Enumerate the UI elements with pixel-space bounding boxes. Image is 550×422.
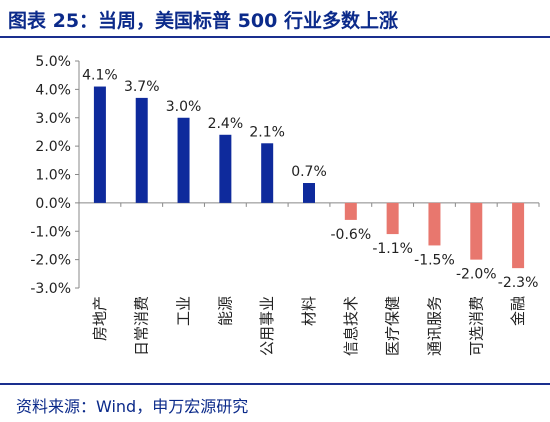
- y-tick-label: -3.0%: [30, 281, 71, 297]
- bar-chart: 5.0% 4.0% 3.0% 2.0% 1.0% 0.0% -1.0% -2.0% -3.0% 4…: [30, 54, 540, 356]
- data-label: 2.1%: [249, 124, 285, 140]
- x-tick-label: 可选消费: [467, 296, 485, 356]
- data-label: -1.1%: [372, 241, 413, 257]
- y-tick-label: 0.0%: [35, 196, 71, 212]
- y-tick-label: 2.0%: [35, 139, 71, 155]
- x-tick-label: 公用事业: [258, 296, 276, 356]
- x-tick-label: 信息技术: [342, 296, 360, 356]
- y-tick-label: 3.0%: [35, 111, 71, 127]
- x-tick-label: 金融: [509, 296, 527, 326]
- x-tick-label: 房地产: [91, 296, 109, 341]
- bar: [344, 202, 357, 220]
- bar: [512, 202, 525, 269]
- data-label: -0.6%: [331, 227, 372, 243]
- bar: [470, 202, 483, 260]
- x-tick-label: 日常消费: [133, 296, 151, 356]
- source-rule: [0, 383, 550, 385]
- x-tick-label: 材料: [300, 296, 318, 326]
- x-tick-label: 通讯服务: [425, 296, 443, 356]
- bar: [261, 143, 274, 203]
- bar: [135, 97, 148, 203]
- data-label: 2.4%: [208, 116, 244, 132]
- data-label: 3.7%: [124, 79, 160, 95]
- data-label: -2.0%: [456, 267, 497, 283]
- y-tick-label: -2.0%: [30, 253, 71, 269]
- x-tick-label: 工业: [175, 296, 193, 326]
- bar: [303, 183, 315, 203]
- y-tick-label: 5.0%: [35, 54, 71, 70]
- data-label: -2.3%: [498, 275, 539, 291]
- data-label: 0.7%: [291, 164, 327, 180]
- figure-title: 图表 25：当周，美国标普 500 行业多数上涨: [8, 10, 398, 32]
- data-label: 4.1%: [82, 68, 118, 84]
- data-label: -1.5%: [414, 252, 455, 268]
- bar: [177, 117, 190, 203]
- bar: [428, 202, 441, 246]
- y-tick-label: 1.0%: [35, 168, 71, 184]
- y-tick-label: -1.0%: [30, 224, 71, 240]
- x-tick-label: 能源: [216, 296, 234, 326]
- source-note: 资料来源：Wind，申万宏源研究: [16, 397, 249, 416]
- bar: [93, 86, 106, 203]
- bar: [219, 134, 232, 203]
- title-rule: [0, 36, 550, 38]
- x-tick-label: 医疗保健: [384, 296, 402, 356]
- bar: [386, 202, 399, 235]
- data-label: 3.0%: [166, 99, 202, 115]
- y-tick-label: 4.0%: [35, 82, 71, 98]
